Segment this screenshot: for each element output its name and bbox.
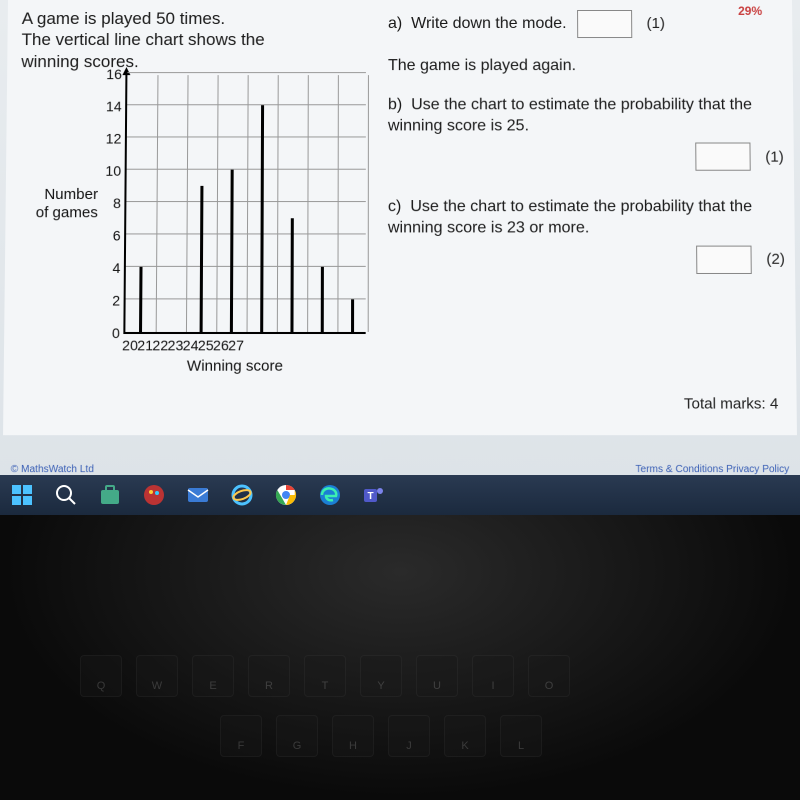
key: H [332, 715, 374, 757]
played-again-text: The game is played again. [388, 56, 783, 77]
key: I [472, 655, 514, 697]
ie-icon[interactable] [228, 481, 256, 509]
q-c-marks: (2) [766, 250, 785, 270]
laptop-keyboard: Q W E R T Y U I O F G H J K L [0, 515, 800, 800]
key: K [444, 715, 486, 757]
question-c: c) Use the chart to estimate the probabi… [388, 197, 785, 274]
question-b: b) Use the chart to estimate the probabi… [388, 95, 784, 171]
y-label-1: Number [44, 186, 98, 203]
answer-input-b[interactable] [695, 143, 751, 171]
key: T [304, 655, 346, 697]
questions-column: a) Write down the mode. (1) The game is … [388, 10, 785, 292]
monitor-screen: 29% A game is played 50 times. The verti… [0, 0, 800, 481]
paint-icon[interactable] [140, 481, 168, 509]
worksheet-panel: 29% A game is played 50 times. The verti… [3, 0, 797, 435]
chart-bar [200, 186, 204, 332]
key: Y [360, 655, 402, 697]
q-a-marks: (1) [646, 14, 665, 34]
mail-icon[interactable] [184, 481, 212, 509]
total-marks: Total marks: 4 [684, 395, 779, 412]
intro-line-2: The vertical line chart shows the [21, 30, 264, 49]
key: R [248, 655, 290, 697]
q-b-label: b) [388, 96, 402, 113]
key: Q [80, 655, 122, 697]
y-ticks: 16 14 12 10 8 6 4 2 0 [104, 75, 122, 334]
q-c-label: c) [388, 198, 401, 215]
footer-copyright[interactable]: © MathsWatch Ltd [11, 464, 94, 475]
key: O [528, 655, 570, 697]
chart-bar [139, 267, 143, 332]
key: G [276, 715, 318, 757]
key: W [136, 655, 178, 697]
q-b-text: Use the chart to estimate the probabilit… [388, 96, 752, 134]
search-icon[interactable] [52, 481, 80, 509]
key: L [500, 715, 542, 757]
x-axis-label: Winning score [187, 357, 283, 374]
edge-icon[interactable] [316, 481, 344, 509]
key: J [388, 715, 430, 757]
key-row-1: Q W E R T Y U I O [80, 655, 570, 697]
footer-links: © MathsWatch Ltd Terms & Conditions Priv… [0, 464, 800, 475]
xtick: 27 [221, 337, 251, 353]
start-button[interactable] [8, 481, 36, 509]
question-intro: A game is played 50 times. The vertical … [21, 8, 362, 72]
chart-bar [291, 218, 294, 332]
store-icon[interactable] [96, 481, 124, 509]
windows-taskbar[interactable]: T [0, 475, 800, 515]
key: E [192, 655, 234, 697]
y-axis-label: Number of games [36, 186, 98, 222]
answer-input-c[interactable] [696, 246, 752, 274]
intro-line-1: A game is played 50 times. [22, 9, 225, 28]
footer-terms[interactable]: Terms & Conditions Privacy Policy [635, 464, 789, 475]
chrome-icon[interactable] [272, 481, 300, 509]
q-b-marks: (1) [765, 147, 784, 167]
key: F [220, 715, 262, 757]
key: U [416, 655, 458, 697]
key-row-2: F G H J K L [220, 715, 542, 757]
vertical-line-chart: Number of games 16 14 12 10 8 6 4 2 0 [34, 75, 370, 375]
teams-icon[interactable]: T [360, 481, 388, 509]
y-axis-arrow [123, 67, 131, 75]
q-c-text: Use the chart to estimate the probabilit… [388, 198, 752, 236]
chart-bar [321, 267, 324, 332]
x-ticks: 20 21 22 23 24 25 26 27 [127, 337, 369, 353]
chart-bar [352, 299, 355, 332]
answer-input-a[interactable] [577, 10, 632, 38]
svg-text:T: T [367, 491, 373, 502]
chart-plot-area [124, 75, 367, 334]
question-a: a) Write down the mode. (1) [388, 10, 782, 38]
chart-bar [230, 170, 234, 332]
y-label-2: of games [36, 204, 98, 221]
q-a-label: a) [388, 15, 402, 32]
q-a-text: Write down the mode. [411, 15, 566, 32]
